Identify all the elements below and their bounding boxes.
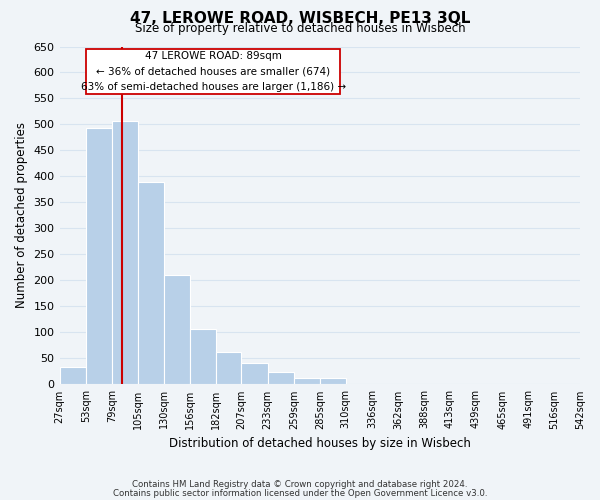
Bar — [190, 329, 216, 384]
Bar — [241, 363, 268, 384]
Text: 47 LEROWE ROAD: 89sqm
← 36% of detached houses are smaller (674)
63% of semi-det: 47 LEROWE ROAD: 89sqm ← 36% of detached … — [80, 51, 346, 92]
Text: 47, LEROWE ROAD, WISBECH, PE13 3QL: 47, LEROWE ROAD, WISBECH, PE13 3QL — [130, 11, 470, 26]
Bar — [59, 368, 86, 384]
Bar — [164, 276, 190, 384]
Text: Contains HM Land Registry data © Crown copyright and database right 2024.: Contains HM Land Registry data © Crown c… — [132, 480, 468, 489]
Bar — [294, 378, 320, 384]
Bar — [216, 352, 241, 384]
Y-axis label: Number of detached properties: Number of detached properties — [15, 122, 28, 308]
Bar — [139, 182, 164, 384]
Bar — [112, 121, 139, 384]
FancyBboxPatch shape — [86, 49, 340, 94]
Bar — [268, 372, 294, 384]
Bar — [320, 378, 346, 384]
Bar — [86, 128, 112, 384]
Text: Size of property relative to detached houses in Wisbech: Size of property relative to detached ho… — [134, 22, 466, 35]
X-axis label: Distribution of detached houses by size in Wisbech: Distribution of detached houses by size … — [169, 437, 471, 450]
Text: Contains public sector information licensed under the Open Government Licence v3: Contains public sector information licen… — [113, 488, 487, 498]
